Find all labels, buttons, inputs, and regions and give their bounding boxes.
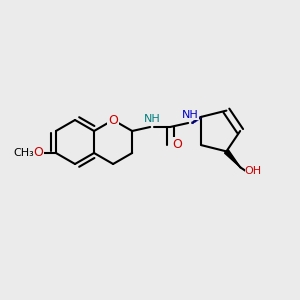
Text: OH: OH: [245, 167, 262, 176]
Text: O: O: [172, 139, 182, 152]
Text: CH₃: CH₃: [14, 148, 34, 158]
Text: NH: NH: [182, 110, 199, 120]
Text: NH: NH: [144, 114, 160, 124]
Polygon shape: [224, 150, 240, 167]
Text: O: O: [108, 113, 118, 127]
Text: O: O: [33, 146, 43, 160]
